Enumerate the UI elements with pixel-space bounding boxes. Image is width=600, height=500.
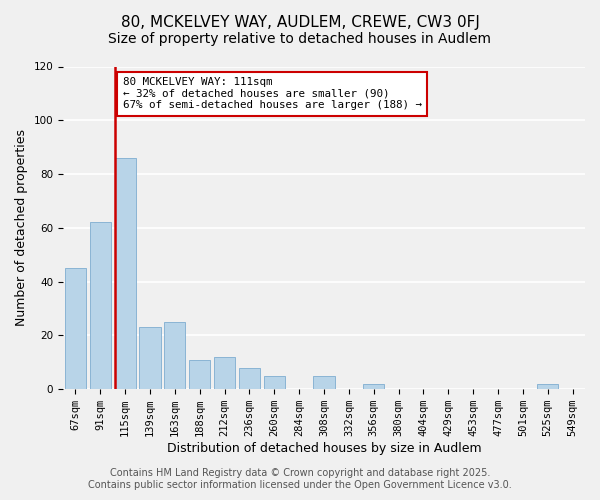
Text: Size of property relative to detached houses in Audlem: Size of property relative to detached ho… [109, 32, 491, 46]
Bar [363, 384, 384, 389]
Bar [90, 222, 111, 389]
Bar [537, 384, 558, 389]
Bar [189, 360, 210, 389]
Bar [115, 158, 136, 389]
Bar [139, 328, 161, 389]
Text: Contains HM Land Registry data © Crown copyright and database right 2025.
Contai: Contains HM Land Registry data © Crown c… [88, 468, 512, 490]
Text: 80, MCKELVEY WAY, AUDLEM, CREWE, CW3 0FJ: 80, MCKELVEY WAY, AUDLEM, CREWE, CW3 0FJ [121, 15, 479, 30]
X-axis label: Distribution of detached houses by size in Audlem: Distribution of detached houses by size … [167, 442, 481, 455]
Bar [264, 376, 285, 389]
Bar [239, 368, 260, 389]
Bar [313, 376, 335, 389]
Bar [214, 357, 235, 389]
Bar [164, 322, 185, 389]
Bar [65, 268, 86, 389]
Text: 80 MCKELVEY WAY: 111sqm
← 32% of detached houses are smaller (90)
67% of semi-de: 80 MCKELVEY WAY: 111sqm ← 32% of detache… [122, 78, 422, 110]
Y-axis label: Number of detached properties: Number of detached properties [15, 130, 28, 326]
